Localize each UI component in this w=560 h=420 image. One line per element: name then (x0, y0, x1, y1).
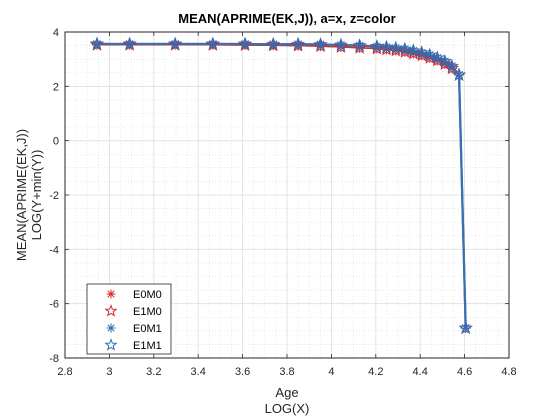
x-tick-label: 4.4 (413, 366, 428, 378)
x-tick-label: 3.4 (191, 366, 206, 378)
x-tick-label: 3.8 (279, 366, 294, 378)
x-tick-labels: 2.8 3 3.2 3.4 3.6 3.8 4 4.2 4.4 4.6 4.8 (57, 366, 516, 378)
x-axis-label-line1: Age (275, 385, 298, 400)
y-tick-label: -2 (49, 190, 59, 202)
y-tick-label: -8 (49, 353, 59, 365)
y-axis-label-line1: MEAN(APRIME(EK,J)) (14, 129, 29, 261)
data-point-e1m1 (422, 47, 437, 62)
y-tick-label: 4 (53, 27, 59, 39)
x-tick-label: 2.8 (57, 366, 72, 378)
y-tick-label: -4 (49, 244, 59, 256)
x-tick-label: 4.6 (457, 366, 472, 378)
chart-title: MEAN(APRIME(EK,J)), a=x, z=color (178, 11, 395, 26)
legend-marker-e0m0 (106, 289, 116, 299)
data-point-e1m1 (397, 41, 412, 56)
legend-label-e1m0: E1M0 (133, 306, 162, 318)
legend-marker-e1m1 (104, 338, 118, 351)
legend: E0M0 E1M0 E0M1 E1M1 (86, 283, 172, 355)
data-point-e1m1 (291, 36, 306, 51)
legend-box (86, 283, 172, 355)
x-tick-label: 3.6 (235, 366, 250, 378)
x-tick-label: 3.2 (146, 366, 161, 378)
x-tick-label: 4 (328, 366, 334, 378)
marker-stroke (107, 324, 115, 332)
x-tick-label: 4.2 (368, 366, 383, 378)
legend-label-e1m1: E1M1 (133, 340, 162, 352)
y-axis-label-line2: LOG(Y+min(Y)) (29, 150, 44, 241)
legend-label-e0m1: E0M1 (133, 323, 162, 335)
legend-marker-e1m0 (104, 304, 118, 317)
data-point-e1m1 (266, 36, 281, 51)
y-tick-label: -6 (49, 299, 59, 311)
data-point-e1m1 (379, 39, 394, 54)
data-point-e1m1 (388, 40, 403, 55)
y-tick-label: 2 (53, 81, 59, 93)
legend-items: E0M0 E1M0 E0M1 E1M1 (104, 289, 162, 352)
data-point-e1m1 (89, 36, 105, 50)
y-tick-label: 0 (53, 136, 59, 148)
series-markers (89, 36, 473, 335)
data-point-e1m1 (458, 320, 473, 335)
legend-label-e0m0: E0M0 (133, 289, 162, 301)
data-point-e1m1 (352, 38, 367, 52)
data-point-e1m1 (333, 37, 349, 52)
data-point-e1m1 (451, 67, 467, 81)
data-point-e1m1 (168, 36, 183, 50)
data-point-e1m1 (414, 45, 429, 59)
marker-stroke (107, 290, 115, 298)
y-tick-labels: -8 -6 -4 -2 0 2 4 (49, 27, 59, 365)
axis-ticks (64, 31, 510, 359)
data-point-e1m1 (369, 38, 384, 53)
data-point-e1m1 (437, 53, 452, 68)
data-point-e1m1 (313, 37, 328, 51)
data-point-e1m1 (444, 58, 460, 73)
x-tick-label: 3 (106, 366, 112, 378)
data-point-e1m1 (205, 36, 220, 50)
data-point-e1m1 (406, 43, 421, 57)
legend-marker-e0m1 (106, 323, 116, 333)
x-tick-label: 4.8 (501, 366, 516, 378)
data-point-e1m1 (430, 50, 445, 64)
x-axis-label-line2: LOG(X) (265, 401, 310, 416)
data-point-e1m1 (237, 36, 253, 50)
data-point-e1m1 (122, 36, 137, 50)
